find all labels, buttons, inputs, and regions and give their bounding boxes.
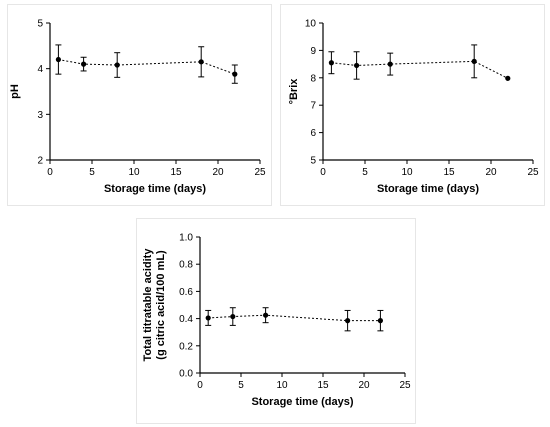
- x-tick-label: 20: [358, 380, 370, 391]
- data-point: [377, 318, 383, 324]
- y-tick-label: 0.4: [179, 314, 193, 325]
- data-point: [345, 318, 351, 324]
- y-tick-label: 4: [37, 64, 43, 75]
- y-axis-title: °Brix: [288, 78, 300, 105]
- x-axis-title: Storage time (days): [377, 183, 479, 195]
- data-point: [114, 62, 120, 68]
- y-tick-label: 3: [37, 110, 43, 121]
- x-tick-label: 15: [443, 167, 455, 178]
- series-line: [331, 60, 509, 79]
- y-axis-title: Total titratable acidity: [142, 248, 154, 362]
- data-point: [354, 62, 360, 69]
- y-tick-label: 0.8: [179, 260, 193, 271]
- x-tick-label: 25: [399, 380, 411, 391]
- x-axis-title: Storage time (days): [104, 183, 206, 195]
- y-tick-label: 0.0: [179, 369, 193, 380]
- x-tick-label: 5: [238, 380, 244, 391]
- y-tick-label: 2: [37, 156, 43, 167]
- x-tick-label: 0: [320, 167, 326, 178]
- x-tick-label: 5: [89, 167, 95, 178]
- x-tick-label: 10: [401, 167, 413, 178]
- x-tick-label: 0: [47, 167, 53, 178]
- y-tick-label: 10: [305, 19, 317, 30]
- data-point: [205, 315, 211, 321]
- x-axis-title: Storage time (days): [251, 396, 353, 408]
- data-point: [328, 60, 334, 66]
- x-tick-label: 15: [317, 380, 329, 391]
- y-tick-label: 8: [310, 73, 316, 84]
- data-point: [505, 75, 511, 81]
- x-tick-label: 0: [197, 380, 203, 391]
- ph-chart: 2 3 4 5 0 5 10 15 20 25 Storage time (days) pH: [9, 19, 266, 196]
- x-tick-label: 20: [485, 167, 497, 178]
- data-point: [198, 59, 204, 65]
- y-axis-title: (g citric acid/100 mL): [155, 250, 167, 360]
- x-tick-label: 10: [128, 167, 140, 178]
- y-tick-label: 0.2: [179, 341, 193, 352]
- data-point: [230, 313, 236, 320]
- data-point: [81, 61, 87, 67]
- y-tick-label: 5: [310, 156, 316, 167]
- chart-panel-brix: 5 6 7 8 9 10 0 5 10 15 20 25 Storage time (days) °Bri…: [280, 4, 545, 206]
- titratable-acidity-chart: 0.0 0.2 0.4 0.6 0.8 1.0 0 5 10 15 20 25 Storage time…: [142, 233, 411, 409]
- data-point: [387, 61, 393, 67]
- series-line: [58, 59, 235, 75]
- y-tick-label: 1.0: [179, 233, 193, 244]
- data-point: [232, 71, 238, 77]
- chart-panel-ph: 2 3 4 5 0 5 10 15 20 25 Storage time (days) pH: [7, 4, 272, 206]
- y-tick-label: 0.6: [179, 287, 193, 298]
- data-point: [471, 58, 477, 64]
- data-point: [55, 56, 62, 63]
- x-tick-label: 15: [170, 167, 182, 178]
- y-tick-label: 5: [37, 19, 43, 30]
- x-tick-label: 10: [276, 380, 288, 391]
- x-tick-label: 20: [212, 167, 224, 178]
- y-tick-label: 7: [310, 101, 316, 112]
- y-tick-label: 9: [310, 46, 316, 57]
- chart-panel-titratable-acidity: 0.0 0.2 0.4 0.6 0.8 1.0 0 5 10 15 20 25 Storage time…: [136, 218, 416, 424]
- y-tick-label: 6: [310, 128, 316, 139]
- x-tick-label: 25: [254, 167, 266, 178]
- y-axis-title: pH: [9, 84, 21, 99]
- x-tick-label: 25: [527, 167, 539, 178]
- x-tick-label: 5: [362, 167, 368, 178]
- data-point: [263, 312, 269, 318]
